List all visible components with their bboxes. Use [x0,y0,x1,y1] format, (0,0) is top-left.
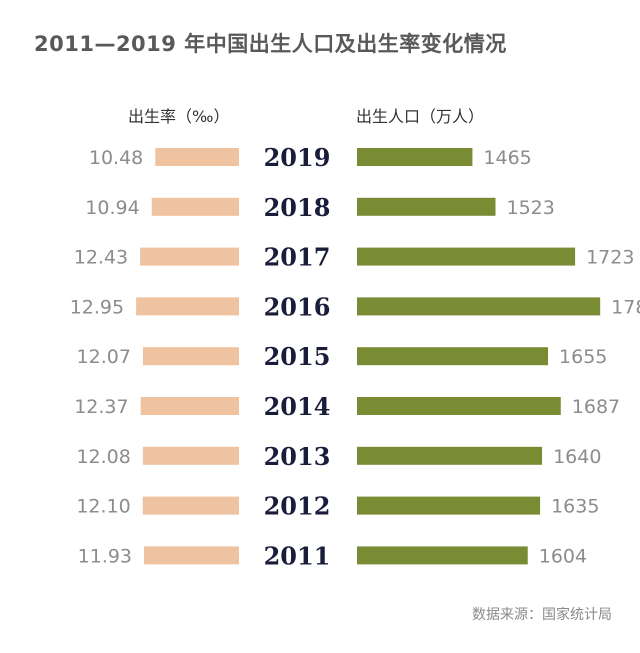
births-series-label: 出生人口（万人） [356,107,485,126]
births-bar [357,297,601,316]
year-label: 2014 [264,392,331,421]
year-label: 2019 [264,143,331,172]
births-bar [357,148,473,166]
data-source-note: 数据来源：国家统计局 [472,607,612,623]
births-value-label: 1635 [551,496,599,518]
year-label: 2018 [264,193,331,222]
births-bar [357,247,576,266]
births-value-label: 1723 [586,247,634,269]
year-label: 2012 [264,492,331,521]
birth-rate-value-label: 12.43 [74,247,128,269]
birth-rate-value-label: 10.94 [85,197,139,219]
birth-rate-bar [151,197,239,216]
births-value-label: 1655 [559,346,607,368]
birth-rate-value-label: 12.37 [74,396,128,418]
births-bar [357,546,528,565]
birth-rate-bar [142,347,239,366]
chart-title: 2011—2019 年中国出生人口及出生率变化情况 [34,32,507,56]
year-label: 2011 [264,541,331,570]
year-label: 2016 [264,292,331,321]
birth-rate-bar [144,546,239,565]
births-bar [357,397,561,415]
births-value-label: 1786 [611,296,640,318]
births-value-label: 1465 [483,147,531,169]
birth-rate-bar [140,247,239,266]
birth-rate-bar [136,297,239,316]
births-value-label: 1687 [572,396,620,418]
births-bar [357,347,549,366]
birth-rate-bar [155,148,239,166]
births-bar [357,197,496,216]
births-value-label: 1604 [539,545,587,567]
birth-rate-bar [142,496,239,515]
birth-rate-value-label: 12.10 [76,496,130,518]
birth-rate-series-label: 出生率（‰） [128,107,230,126]
births-bar [357,496,541,515]
births-bar [357,446,543,465]
year-label: 2013 [264,442,331,471]
year-label: 2015 [264,342,331,371]
birth-rate-value-label: 10.48 [89,147,143,169]
birth-rate-value-label: 12.08 [76,446,130,468]
birth-rate-bar [142,446,239,465]
birth-rate-value-label: 12.07 [77,346,131,368]
births-value-label: 1640 [553,446,601,468]
birth-rate-value-label: 11.93 [78,545,132,567]
birth-rate-value-label: 12.95 [70,296,124,318]
year-label: 2017 [264,243,331,272]
births-value-label: 1523 [507,197,555,219]
birth-rate-bar [140,397,239,415]
